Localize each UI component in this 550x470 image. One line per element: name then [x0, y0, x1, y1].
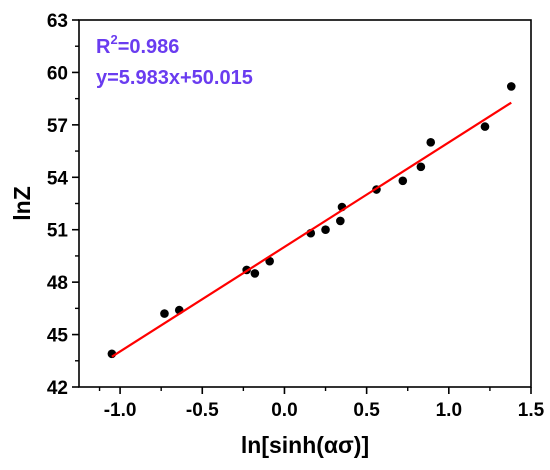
- data-point: [336, 216, 345, 226]
- y-tick-label: 42: [47, 378, 68, 399]
- data-point: [480, 122, 490, 131]
- data-point: [398, 176, 408, 186]
- data-point: [506, 82, 516, 91]
- data-point: [416, 162, 426, 172]
- plot-frame: [78, 19, 532, 388]
- x-tick-label: -0.5: [186, 400, 219, 421]
- r-squared-prefix: R: [96, 36, 111, 58]
- data-point: [250, 269, 260, 278]
- x-tick-label: 1.0: [436, 400, 462, 421]
- y-tick-label: 63: [47, 11, 68, 32]
- axis-ticks: -1.0 -0.5 0.0 0.5 1.0 1.5 42 45 48 51 54 57 60 63: [47, 11, 545, 421]
- r-squared-superscript: 2: [110, 32, 117, 47]
- data-point: [321, 225, 330, 235]
- y-tick-label: 60: [47, 63, 68, 84]
- y-axis-title: lnZ: [9, 186, 35, 221]
- x-tick-label: 0.5: [353, 400, 380, 421]
- r-squared-value: =0.986: [118, 36, 180, 58]
- data-point: [426, 138, 436, 147]
- x-axis-title: ln[sinh(ασ)]: [241, 432, 369, 458]
- y-tick-label: 51: [47, 221, 69, 242]
- x-tick-label: -1.0: [104, 400, 137, 421]
- y-tick-label: 54: [47, 168, 69, 189]
- x-tick-label: 0.0: [271, 400, 297, 421]
- fit-line: [111, 101, 512, 358]
- data-point: [265, 256, 274, 266]
- y-tick-label: 57: [47, 116, 68, 137]
- fit-equation-label: y=5.983x+50.015: [96, 67, 253, 89]
- data-point: [160, 309, 169, 318]
- y-tick-label: 45: [47, 326, 69, 347]
- r-squared-label: R2=0.986: [96, 32, 179, 58]
- data-points: [107, 82, 516, 359]
- y-tick-label: 48: [47, 273, 68, 294]
- x-tick-label: 1.5: [518, 400, 545, 421]
